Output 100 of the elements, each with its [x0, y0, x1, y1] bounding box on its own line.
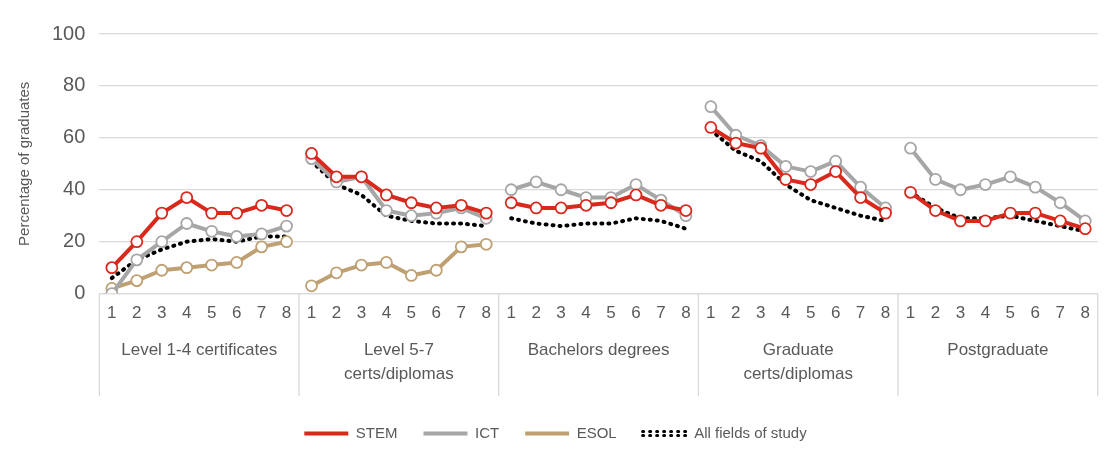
point: [804, 178, 818, 191]
point: [130, 253, 144, 267]
point: [1028, 206, 1042, 220]
point: [280, 235, 293, 249]
legend-label: All fields of study: [694, 423, 808, 441]
point: [779, 172, 793, 186]
x-tick-label: 3: [756, 303, 766, 323]
point: [1053, 196, 1067, 210]
point: [205, 224, 219, 238]
point: [954, 183, 967, 197]
point: [330, 170, 343, 184]
point: [130, 274, 144, 288]
point: [105, 261, 119, 275]
point: [679, 204, 693, 217]
point: [1028, 180, 1042, 194]
x-tick-label: 2: [331, 303, 342, 323]
x-tick-label: 4: [581, 303, 591, 323]
x-tick-label: 1: [107, 303, 117, 323]
x-tick-label: 1: [905, 303, 916, 323]
point: [280, 204, 293, 217]
text: Level 5-7 certs/diplomas: [344, 339, 454, 383]
point: [379, 188, 393, 202]
x-tick-label: 7: [855, 303, 866, 323]
text: Postgraduate: [947, 339, 1049, 359]
point: [255, 198, 268, 212]
point: [429, 201, 443, 215]
point: [180, 217, 194, 230]
x-tick-label: 1: [506, 303, 516, 323]
x-tick-label: 3: [356, 303, 367, 323]
x-tick-label: 4: [780, 303, 791, 323]
x-tick-label: 8: [1080, 303, 1090, 323]
point: [879, 206, 892, 220]
legend-label: ESOL: [576, 423, 617, 441]
x-tick-label: 3: [955, 303, 966, 323]
point: [280, 219, 293, 233]
point: [155, 263, 169, 277]
y-tick-label: 80: [63, 73, 86, 96]
point: [205, 206, 219, 220]
x-tick-label: 2: [731, 303, 741, 323]
y-axis-title: Percentage of graduates: [15, 81, 33, 246]
point: [379, 256, 393, 269]
point: [1078, 222, 1092, 236]
point: [1003, 170, 1017, 184]
point: [829, 165, 843, 178]
x-tick-label: 5: [606, 303, 616, 323]
point: [954, 214, 967, 228]
point: [1053, 214, 1067, 228]
y-tick-label: 20: [63, 229, 86, 252]
point: [529, 201, 543, 215]
point: [904, 141, 917, 155]
x-tick-label: 7: [656, 303, 666, 323]
point: [180, 261, 194, 275]
point: [904, 185, 917, 199]
x-tick-label: 3: [157, 303, 167, 323]
point: [854, 191, 867, 204]
x-tick-label: 2: [531, 303, 541, 323]
point: [130, 235, 144, 249]
point: [404, 196, 418, 210]
x-tick-label: 2: [132, 303, 142, 323]
point: [230, 230, 244, 243]
x-tick-label: 6: [231, 303, 242, 323]
point: [404, 209, 418, 223]
legend-label: STEM: [355, 423, 398, 441]
point: [504, 196, 518, 210]
point: [479, 206, 493, 220]
point: [929, 172, 942, 186]
point: [205, 258, 219, 272]
point: [155, 235, 169, 249]
point: [429, 263, 443, 277]
legend-label: ICT: [474, 423, 500, 441]
text: Graduate certs/diplomas: [743, 339, 854, 383]
point: [629, 178, 643, 191]
point: [554, 183, 568, 197]
point: [305, 279, 318, 293]
x-tick-label: 3: [556, 303, 566, 323]
x-tick-label: 6: [830, 303, 841, 323]
point: [255, 227, 268, 241]
point: [978, 214, 992, 228]
point: [654, 198, 668, 212]
point: [180, 191, 194, 204]
x-tick-label: 7: [1055, 303, 1065, 323]
point: [629, 188, 643, 202]
point: [355, 258, 368, 272]
point: [1003, 206, 1017, 220]
point: [704, 121, 718, 134]
point: [255, 240, 268, 254]
x-tick-label: 4: [181, 303, 192, 323]
y-tick-label: 0: [74, 281, 86, 304]
text: Bachelors degrees: [527, 339, 670, 359]
point: [804, 165, 818, 178]
y-tick-label: 60: [63, 125, 86, 148]
x-tick-label: 7: [256, 303, 267, 323]
x-tick-label: 8: [880, 303, 891, 323]
point: [404, 269, 418, 282]
y-tick-label: 100: [51, 21, 86, 44]
x-tick-label: 8: [681, 303, 691, 323]
x-tick-label: 5: [406, 303, 417, 323]
y-tick-label: 40: [63, 177, 86, 200]
point: [479, 237, 493, 251]
x-tick-label: 6: [631, 303, 641, 323]
